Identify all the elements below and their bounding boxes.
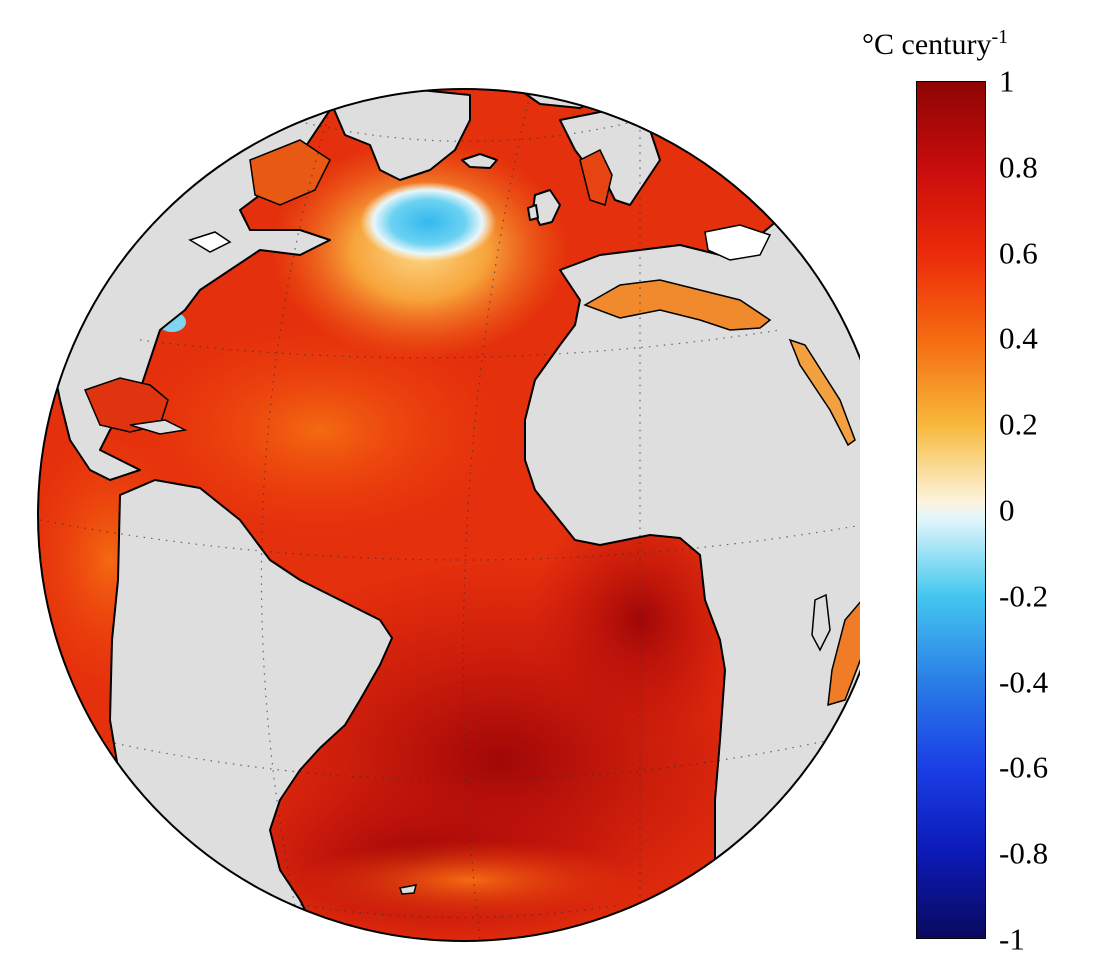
orange-band-south: [300, 840, 640, 920]
colorbar-tick-label: 0: [999, 492, 1015, 528]
globe-map: [37, 88, 860, 942]
colorbar-tick-label: -0.2: [999, 578, 1049, 614]
colorbar-unit: °C century: [862, 28, 992, 61]
globe-outline: [37, 88, 860, 942]
colorbar-tick-label: -0.8: [999, 835, 1049, 871]
colorbar-tick-label: 0.6: [999, 235, 1038, 271]
land-iceland: [461, 153, 498, 169]
colorbar-tick-label: 0.2: [999, 406, 1038, 442]
sea-great-lakes: [188, 231, 232, 253]
sea-red-sea: [788, 338, 856, 447]
sea-black-sea: [704, 224, 772, 261]
sea-mozambique: [827, 598, 860, 707]
colorbar-tick-label: 0.8: [999, 149, 1038, 185]
colorbar-tick-label: -1: [999, 921, 1025, 957]
colorbar-tick-label: -0.6: [999, 749, 1049, 785]
orange-band-north: [130, 320, 510, 540]
land-ireland: [527, 204, 539, 221]
warming-region-gulf-guinea: [530, 500, 750, 740]
graticule-meridian-center: [462, 94, 531, 941]
graticule-meridian-west: [260, 109, 331, 931]
colorbar-title: °C century-1: [862, 26, 1009, 62]
cooling-spot: [360, 182, 496, 262]
island-madagascar: [811, 593, 831, 652]
colorbar-tick-label: -0.4: [999, 664, 1049, 700]
sea-gulf-of-mexico: [83, 377, 169, 433]
island-cuba: [129, 419, 188, 435]
colorbar-tick-label: 0.4: [999, 320, 1038, 356]
sea-hudson-bay: [249, 139, 331, 206]
colorbar-tick-label: 1: [999, 63, 1015, 99]
sea-baltic: [579, 148, 613, 206]
sea-mediterranean: [583, 279, 772, 331]
island-falklands: [399, 884, 418, 895]
colorbar-unit-exponent: -1: [991, 26, 1009, 48]
graticule-parallel-30n: [139, 329, 781, 359]
colorbar: [916, 81, 986, 939]
